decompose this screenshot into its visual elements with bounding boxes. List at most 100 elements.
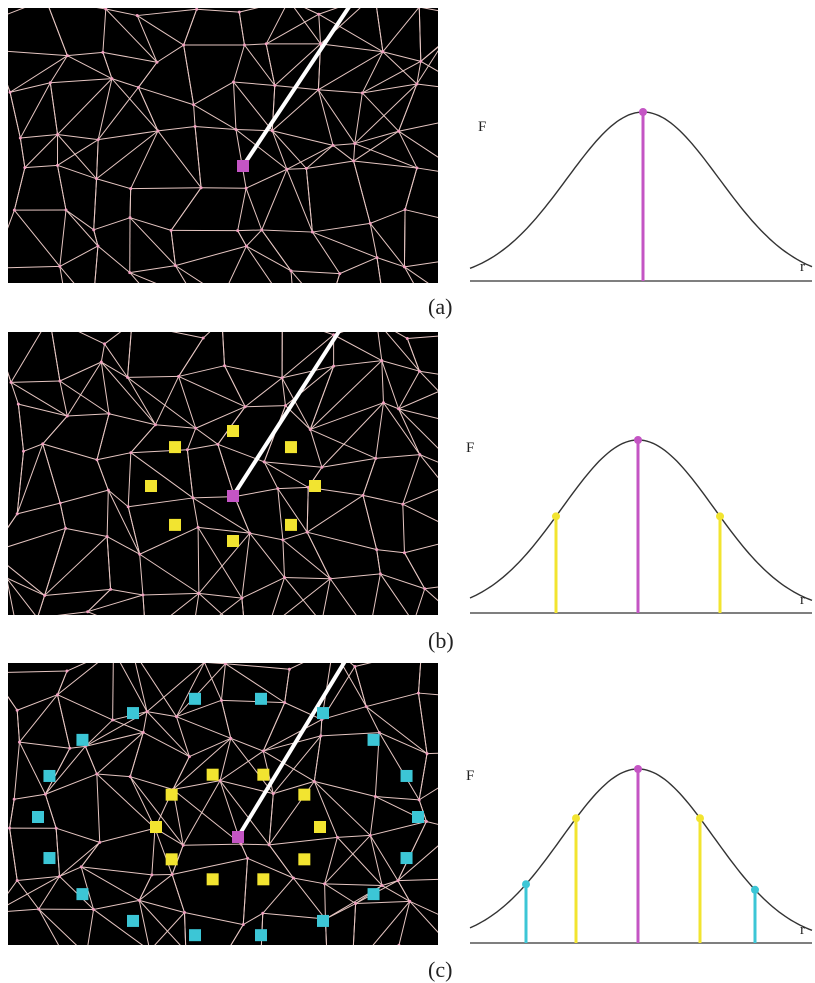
mesh-edge <box>404 210 405 267</box>
mesh-vertex <box>130 322 133 325</box>
mesh-vertex <box>418 798 421 801</box>
mesh-vertex <box>379 572 382 575</box>
mesh-vertex <box>397 944 400 947</box>
mesh-vertex <box>449 918 452 921</box>
vertex-marker <box>401 770 413 782</box>
stem-head <box>639 108 647 116</box>
mesh-vertex <box>375 548 378 551</box>
mesh-vertex <box>362 494 365 497</box>
vertex-marker <box>237 160 249 172</box>
mesh-edge <box>196 296 223 299</box>
mesh-edge <box>322 623 370 634</box>
vertex-marker <box>227 490 239 502</box>
mesh-vertex <box>397 130 400 133</box>
mesh-vertex <box>142 731 145 734</box>
mesh-vertex <box>65 670 68 673</box>
mesh-vertex <box>464 961 467 964</box>
mesh-vertex <box>137 86 140 89</box>
mesh-vertex <box>224 662 227 665</box>
mesh-vertex <box>202 336 205 339</box>
mesh-vertex <box>365 705 368 708</box>
mesh-background <box>8 332 438 615</box>
mesh-vertex <box>452 877 455 880</box>
mesh-vertex <box>418 6 421 9</box>
vertex-marker <box>314 821 326 833</box>
mesh-edge <box>445 487 468 537</box>
mesh-vertex <box>110 77 113 80</box>
mesh-edge <box>0 318 50 321</box>
vertex-marker <box>368 734 380 746</box>
mesh-vertex <box>223 364 226 367</box>
mesh-vertex <box>456 617 459 620</box>
mesh-vertex <box>127 505 130 508</box>
mesh-vertex <box>311 231 314 234</box>
mesh-vertex <box>467 582 470 585</box>
mesh-vertex <box>9 91 12 94</box>
vertex-marker <box>127 707 139 719</box>
mesh-vertex <box>326 960 329 963</box>
mesh-vertex <box>191 635 194 638</box>
mesh-vertex <box>281 376 284 379</box>
vertex-marker <box>43 770 55 782</box>
mesh-vertex <box>338 272 341 275</box>
mesh-vertex <box>136 14 139 17</box>
mesh-edge <box>229 948 261 949</box>
mesh-edge <box>192 635 245 636</box>
vertex-marker <box>127 915 139 927</box>
mesh-vertex <box>319 734 322 737</box>
mesh-vertex <box>444 485 447 488</box>
vertex-marker <box>207 769 219 781</box>
mesh-vertex <box>49 81 52 84</box>
mesh-vertex <box>141 594 144 597</box>
mesh-vertex <box>381 291 384 294</box>
mesh-vertex <box>149 296 152 299</box>
mesh-edge <box>88 612 146 636</box>
mesh-vertex <box>416 290 419 293</box>
mesh-vertex <box>195 8 198 11</box>
mesh-vertex <box>382 401 385 404</box>
mesh-edge <box>446 91 472 122</box>
mesh-vertex <box>146 710 149 713</box>
mesh-edge <box>245 628 268 636</box>
mesh-vertex <box>287 0 290 2</box>
mesh-vertex <box>232 80 235 83</box>
vertex-marker <box>285 441 297 453</box>
mesh-vertex <box>469 255 472 258</box>
mesh-vertex <box>285 168 288 171</box>
mesh-vertex <box>276 487 279 490</box>
mesh-vertex <box>43 594 46 597</box>
mesh-vertex <box>329 577 332 580</box>
vertex-marker <box>150 821 162 833</box>
mesh-vertex <box>445 694 448 697</box>
mesh-vertex <box>66 415 69 418</box>
mesh-edge <box>458 257 471 304</box>
mesh-edge <box>445 472 462 487</box>
mesh-vertex <box>103 342 106 345</box>
mesh-vertex <box>228 946 231 949</box>
mesh-vertex <box>425 820 428 823</box>
mesh-vertex <box>260 229 263 232</box>
mesh-vertex <box>456 302 459 305</box>
mesh-vertex <box>242 923 245 926</box>
vertex-marker <box>232 831 244 843</box>
mesh-vertex <box>243 43 246 46</box>
mesh-vertex <box>351 969 354 972</box>
mesh-vertex <box>96 244 99 247</box>
stem-head <box>634 436 642 444</box>
mesh-vertex <box>449 659 452 662</box>
mesh-vertex <box>317 13 320 16</box>
mesh-vertex <box>109 588 112 591</box>
mesh-vertex <box>97 138 100 141</box>
mesh-edge <box>132 649 204 662</box>
mesh-vertex <box>418 370 421 373</box>
mesh-edge <box>369 623 413 634</box>
mesh-edge <box>327 962 352 971</box>
vertex-marker <box>189 693 201 705</box>
mesh-vertex <box>381 884 384 887</box>
mesh-vertex <box>188 755 191 758</box>
mesh-vertex <box>403 551 406 554</box>
vertex-marker <box>257 873 269 885</box>
mesh-vertex <box>13 798 16 801</box>
mesh-vertex <box>466 377 469 380</box>
mesh-vertex <box>111 718 114 721</box>
